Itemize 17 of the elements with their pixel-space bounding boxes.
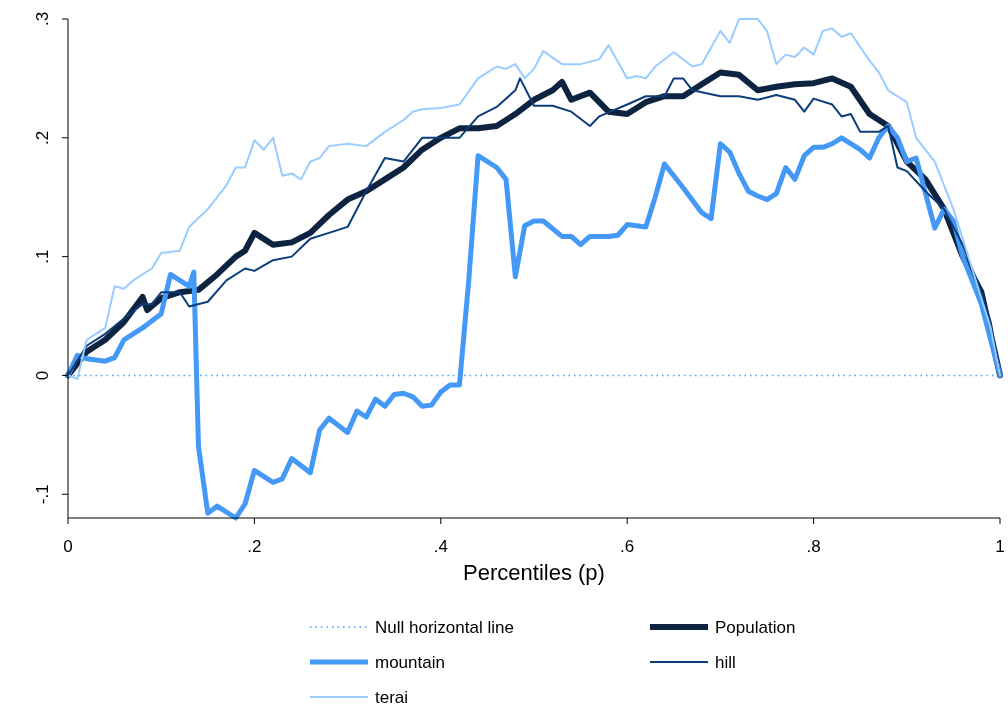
y-tick-label: .1 xyxy=(33,249,52,264)
legend-label: mountain xyxy=(375,653,445,672)
legend-label: Population xyxy=(715,618,796,637)
x-tick-label: 0 xyxy=(63,537,73,556)
y-tick-label: 0 xyxy=(33,370,52,381)
x-tick-label: .2 xyxy=(247,537,262,556)
x-tick-label: .4 xyxy=(433,537,448,556)
y-tick-label: -.1 xyxy=(33,484,52,505)
y-tick-label: .2 xyxy=(33,130,52,145)
legend-label: Null horizontal line xyxy=(375,618,514,637)
legend-label: terai xyxy=(375,688,409,707)
y-tick-label: .3 xyxy=(33,11,52,27)
x-tick-label: .6 xyxy=(620,537,635,556)
x-tick-label: 1 xyxy=(995,537,1005,556)
x-tick-label: .8 xyxy=(806,537,821,556)
legend-label: hill xyxy=(715,653,736,672)
x-axis-title: Percentiles (p) xyxy=(463,560,605,585)
